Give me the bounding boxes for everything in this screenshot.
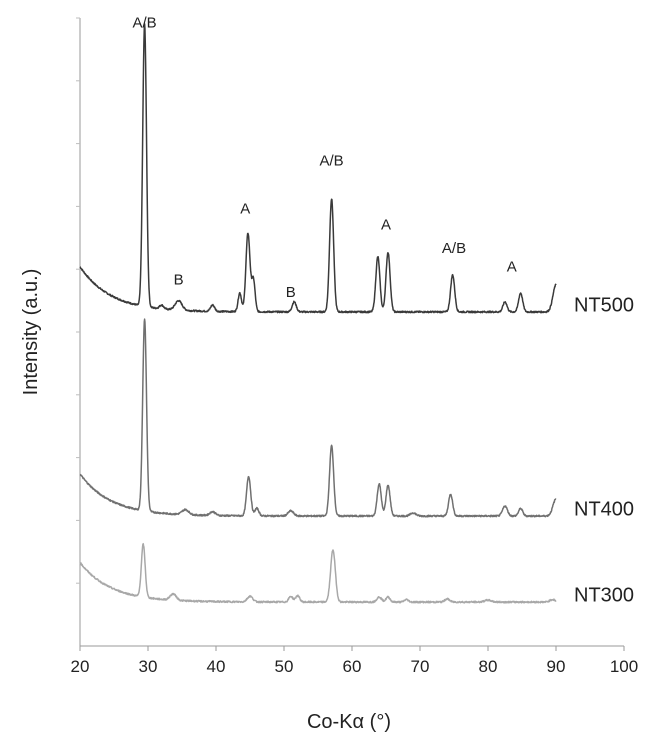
peak-label: A (240, 200, 250, 217)
x-tick-label-70: 70 (411, 657, 430, 676)
x-tick-label-30: 30 (139, 657, 158, 676)
axes (79, 18, 624, 647)
x-tick-label-40: 40 (207, 657, 226, 676)
series-line-nt300 (79, 542, 557, 604)
series-line-nt400 (79, 318, 557, 518)
series-label-nt500: NT500 (574, 294, 634, 316)
series-lines (79, 23, 557, 604)
x-tick-label-50: 50 (275, 657, 294, 676)
peak-label: B (174, 271, 184, 288)
x-ticks: 20 30 40 50 60 70 80 90 100 (71, 646, 638, 676)
x-tick-label-60: 60 (343, 657, 362, 676)
x-axis-title: Co-Kα (°) (307, 711, 391, 733)
peak-label: A/B (442, 240, 466, 257)
x-tick-label-90: 90 (547, 657, 566, 676)
series-label-nt400: NT400 (574, 498, 634, 520)
y-axis-title: Intensity (a.u.) (20, 269, 42, 396)
peak-label: A (507, 259, 517, 276)
series-label-nt300: NT300 (574, 585, 634, 607)
peak-label: B (286, 284, 296, 301)
y-ticks (76, 17, 80, 584)
peak-labels: A/B B A B A/B A A/B A (133, 14, 517, 300)
x-tick-label-20: 20 (71, 657, 90, 676)
series-labels: NT500 NT400 NT300 (574, 294, 634, 606)
x-tick-label-100: 100 (610, 657, 638, 676)
series-line-nt500 (79, 23, 557, 314)
peak-label: A (381, 217, 391, 234)
peak-label: A/B (133, 14, 157, 31)
peak-label: A/B (320, 153, 344, 170)
x-tick-label-80: 80 (479, 657, 498, 676)
